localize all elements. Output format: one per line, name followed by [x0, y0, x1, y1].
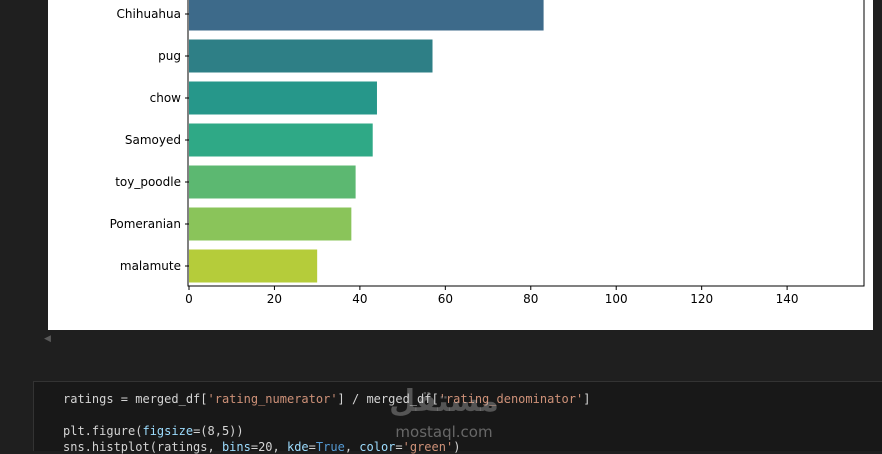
y-tick-label: pug	[158, 49, 181, 63]
y-tick-label: Samoyed	[125, 133, 181, 147]
code-line-1: ratings = merged_df['rating_numerator'] …	[63, 392, 591, 406]
x-tick-label: 120	[690, 292, 713, 306]
bars-group	[189, 0, 544, 283]
code-line-3: sns.histplot(ratings, bins=20, kde=True,…	[63, 440, 461, 454]
code-line-2: plt.figure(figsize=(8,5))	[63, 424, 244, 438]
x-tick-label: 80	[523, 292, 538, 306]
x-tick-label: 100	[605, 292, 628, 306]
x-tick-label: 40	[352, 292, 367, 306]
bar-chihuahua	[189, 0, 544, 31]
x-tick-label: 20	[267, 292, 282, 306]
plot-area-frame	[187, 0, 865, 287]
code-cell[interactable]: ratings = merged_df['rating_numerator'] …	[33, 381, 882, 454]
bar-chart: Chihuahua pug chow Samoyed toy_poodle Pomeran…	[110, 0, 865, 306]
bar-malamute	[189, 249, 318, 283]
x-tick-label: 0	[185, 292, 193, 306]
y-tick-label: malamute	[120, 259, 181, 273]
y-tick-label: chow	[150, 91, 182, 105]
x-tick-label: 140	[776, 292, 799, 306]
cell-output-panel: Chihuahua pug chow Samoyed toy_poodle Pomeran…	[48, 0, 873, 330]
bar-toy-poodle	[189, 165, 356, 199]
bar-pomeranian	[189, 207, 352, 241]
y-tick-label: Chihuahua	[117, 7, 181, 21]
x-tick-label: 60	[438, 292, 453, 306]
bar-chow	[189, 81, 377, 115]
x-ticks: 0 20 40 60 80 100 120 140	[185, 286, 799, 306]
bar-samoyed	[189, 123, 373, 157]
y-tick-label: Pomeranian	[110, 217, 181, 231]
y-tick-label: toy_poodle	[115, 175, 181, 189]
y-tick-labels: Chihuahua pug chow Samoyed toy_poodle Pomeran…	[110, 7, 189, 273]
chevron-left-icon[interactable]: ◀	[44, 334, 51, 344]
bar-pug	[189, 39, 433, 73]
